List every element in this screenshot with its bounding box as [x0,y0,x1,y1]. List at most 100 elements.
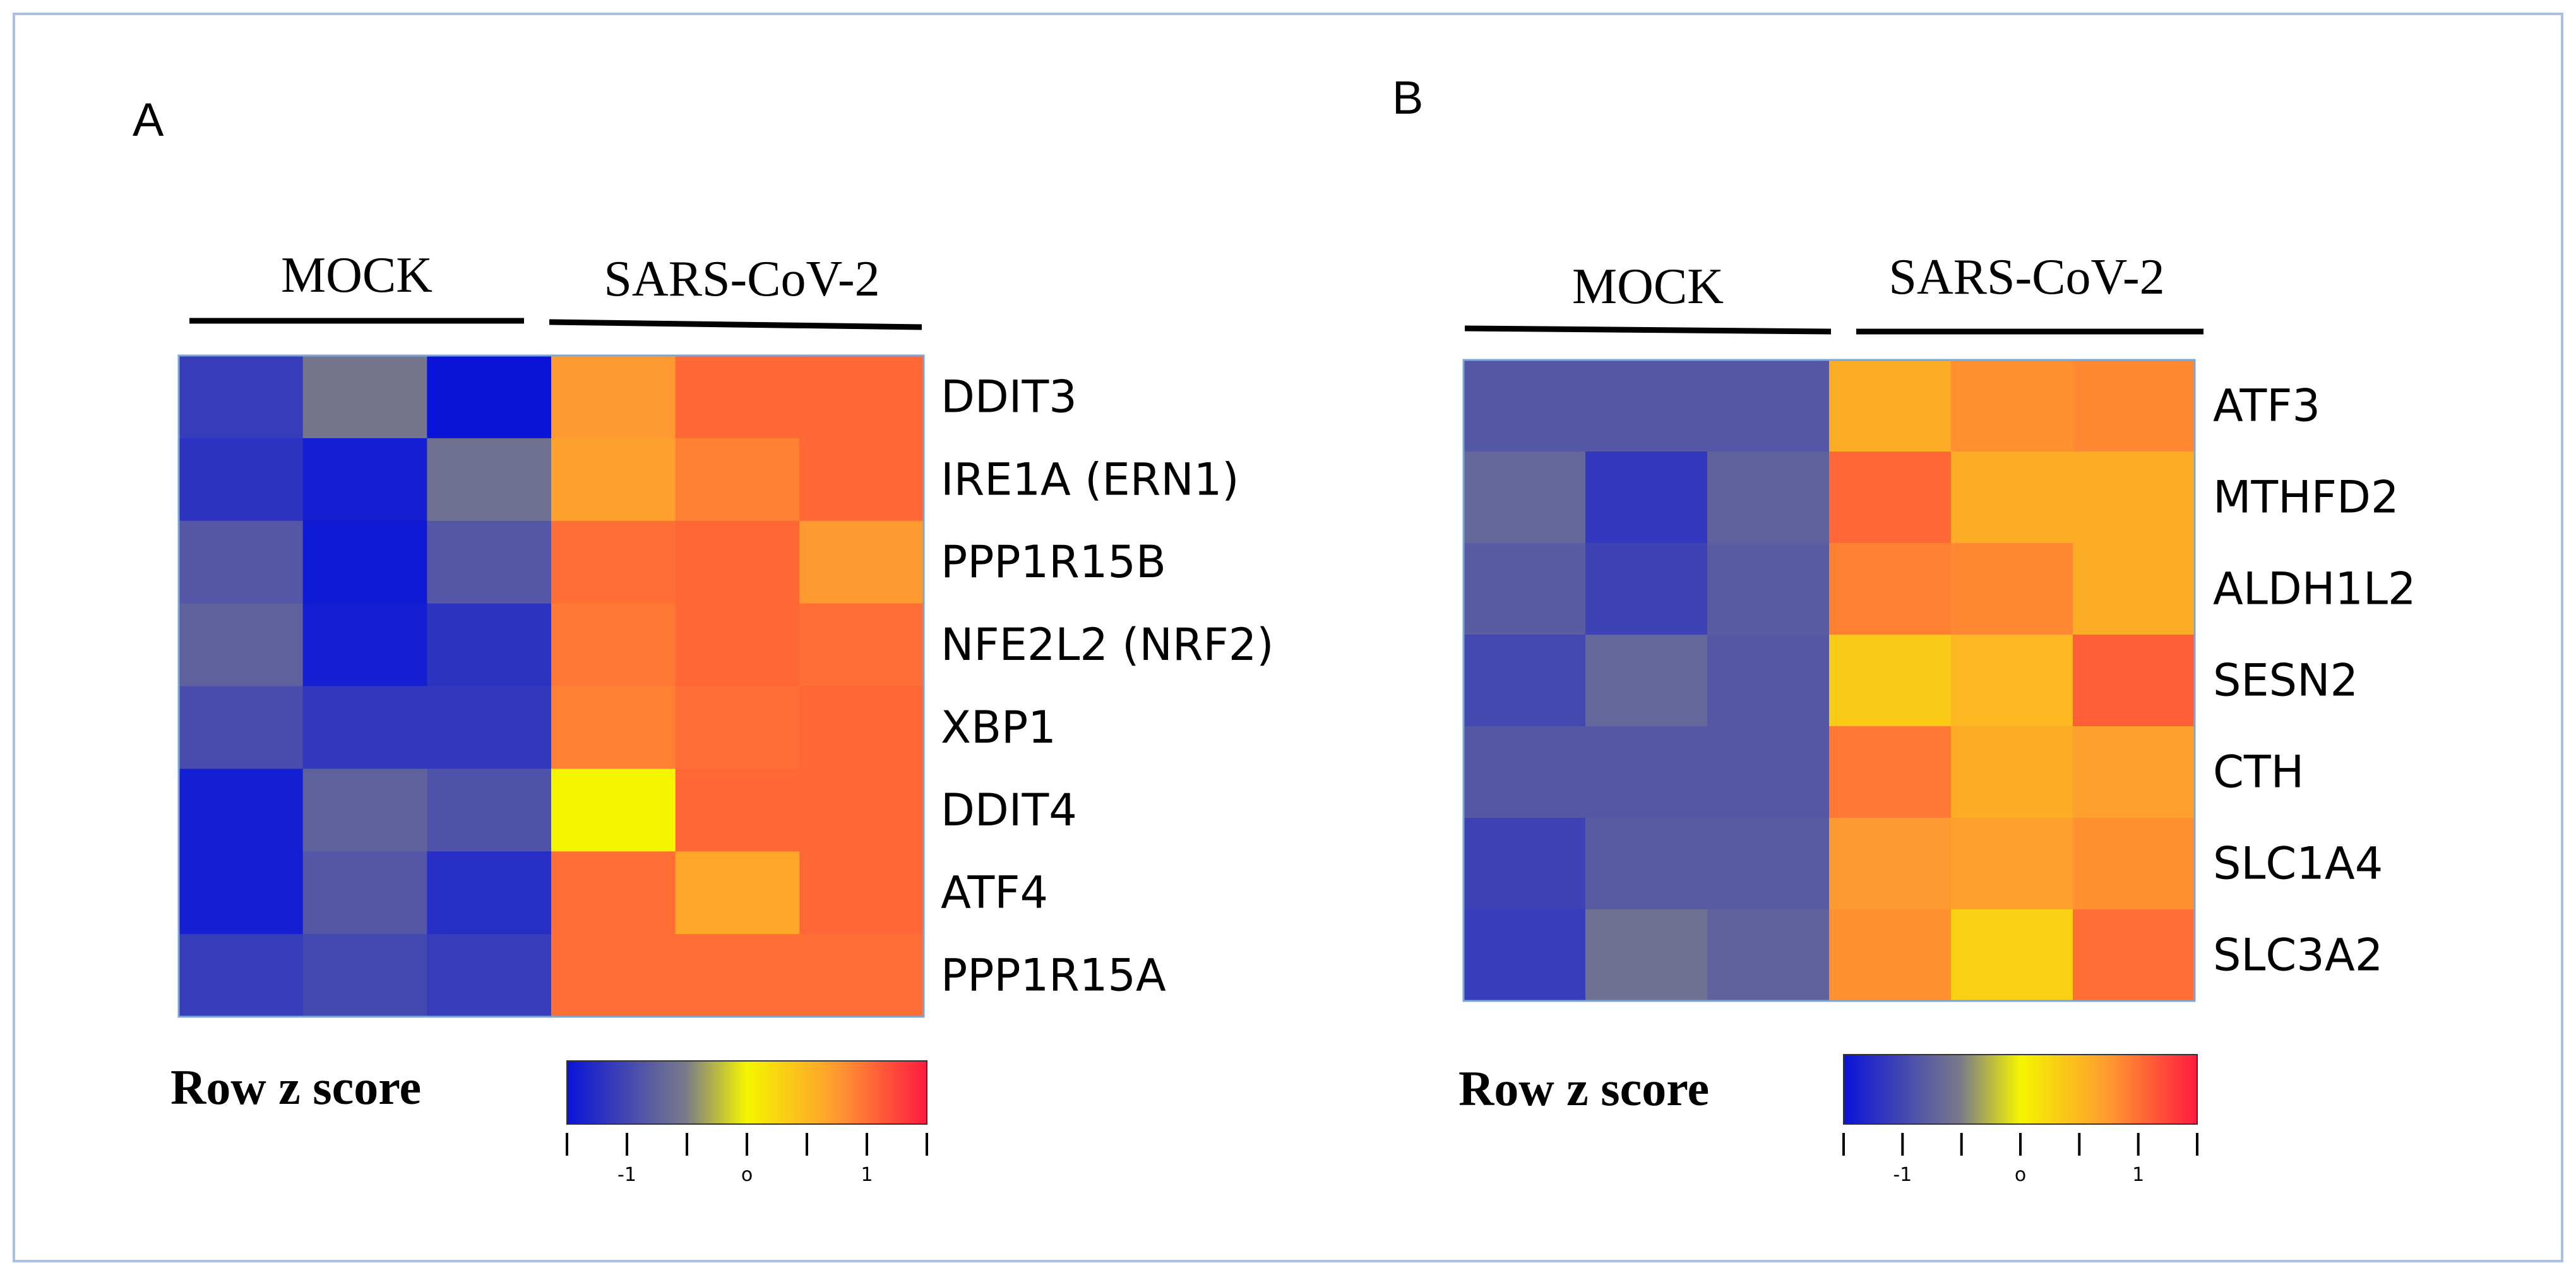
panel-a-cell-r6-c5 [799,851,924,935]
panel-b-cell-r3-c3 [1829,635,1952,727]
panel-a-cell-r0-c0 [179,356,304,439]
panel-a-cell-r4-c2 [427,686,552,769]
panel-a-cell-r2-c3 [551,520,676,604]
panel-b-cell-r6-c0 [1464,909,1586,1002]
panel-a-cell-r1-c3 [551,438,676,522]
panel-b-gene-label: ALDH1L2 [2213,563,2416,615]
panel-a-cell-r3-c1 [302,603,427,687]
panel-a-gene-label: ATF4 [941,867,1048,919]
panel-a-cell-r4-c5 [799,686,924,769]
panel-a-cell-r5-c3 [551,769,676,852]
panel-b-gene-label: SLC1A4 [2213,838,2383,890]
panel-b-cell-r3-c2 [1707,635,1830,727]
panel-b-cell-r0-c2 [1707,360,1830,452]
panel-a-cell-r6-c2 [427,851,552,935]
panel-b-cell-r4-c4 [1951,726,2073,818]
panel-b-cell-r2-c5 [2073,543,2195,635]
panel-a-heatmap-border [177,354,925,1018]
panel-a-cell-r3-c4 [675,603,800,687]
panel-b-cell-r0-c3 [1829,360,1952,452]
panel-b-colorbar-tick-label: 1 [2132,1164,2144,1186]
panel-a-cell-r6-c0 [179,851,304,935]
panel-b-cell-r2-c2 [1707,543,1830,635]
panel-a-cell-r7-c2 [427,934,552,1017]
panel-b-cell-r2-c1 [1585,543,1708,635]
panel-a-colorbar-ticks: -1 o 1 [566,1133,928,1186]
panel-b-cell-r2-c0 [1464,543,1586,635]
panel-a-gene-label: DDIT4 [941,784,1077,836]
panel-a-cell-r3-c0 [179,603,304,687]
panel-a-cell-r1-c5 [799,438,924,522]
panel-a-cell-r5-c0 [179,769,304,852]
panel-b-cell-r1-c1 [1585,452,1708,544]
panel-b-gene-label: SESN2 [2213,655,2358,707]
panel-b-gene-label: MTHFD2 [2213,472,2399,524]
panel-b-cell-r2-c3 [1829,543,1952,635]
panel-a-cell-r1-c1 [302,438,427,522]
panel-a-cell-r1-c2 [427,438,552,522]
panel-b-colorbar-tick-label: -1 [1893,1164,1912,1186]
panel-a-cell-r2-c4 [675,520,800,604]
panel-b-colorbar-ticks: -1 o 1 [1842,1133,2198,1186]
panel-a-cell-r5-c5 [799,769,924,852]
panel-a-cell-r7-c3 [551,934,676,1017]
panel-a-gene-label: XBP1 [941,702,1056,753]
panel-b-heatmap [1462,359,2196,1002]
panel-a-cell-r7-c1 [302,934,427,1017]
panel-a-colorbar-tick-label: o [741,1164,753,1186]
panel-a-cell-r2-c0 [179,520,304,604]
panel-a-cell-r7-c0 [179,934,304,1017]
panel-b: B MOCK SARS-CoV-2 ATF3 MTHFD2 ALDH1L2 SESN2… [1392,71,2416,1186]
panel-b-cell-r1-c4 [1951,452,2073,544]
panel-b-colorbar [1843,1054,2198,1125]
panel-b-cell-r6-c5 [2073,909,2195,1002]
panel-b-heatmap-border [1462,359,2196,1002]
panel-b-gene-label: SLC3A2 [2213,930,2383,981]
panel-a-cell-r2-c1 [302,520,427,604]
panel-b-cell-r6-c2 [1707,909,1830,1002]
panel-a-cell-r5-c4 [675,769,800,852]
panel-b-letter: B [1392,71,1423,124]
panel-a-cell-r0-c4 [675,356,800,439]
panel-a-cell-r1-c4 [675,438,800,522]
panel-b-cell-r5-c3 [1829,818,1952,910]
panel-a-cell-r4-c0 [179,686,304,769]
panel-a-cell-r3-c5 [799,603,924,687]
panel-a-cell-r2-c5 [799,520,924,604]
panel-b-cell-r0-c1 [1585,360,1708,452]
panel-a-cell-r3-c2 [427,603,552,687]
panel-a-cell-r0-c1 [302,356,427,439]
panel-a-cell-r6-c3 [551,851,676,935]
panel-b-cell-r4-c3 [1829,726,1952,818]
panel-a-cell-r0-c3 [551,356,676,439]
panel-b-cell-r5-c4 [1951,818,2073,910]
panel-a-cell-r7-c4 [675,934,800,1017]
panel-a-cell-r1-c0 [179,438,304,522]
panel-b-cell-r3-c4 [1951,635,2073,727]
panel-b-cell-r0-c4 [1951,360,2073,452]
panel-b-cell-r6-c4 [1951,909,2073,1002]
panel-b-gene-label: ATF3 [2213,380,2320,432]
panel-b-mock-bar [1464,325,1832,335]
panel-b-cell-r0-c0 [1464,360,1586,452]
panel-b-cell-r1-c0 [1464,452,1586,544]
panel-b-gene-labels: ATF3 MTHFD2 ALDH1L2 SESN2 CTH SLC1A4 SLC3A2 [2213,380,2416,981]
panel-a-colorbar [566,1060,927,1125]
panel-a-cell-r0-c2 [427,356,552,439]
panel-a: A MOCK SARS-CoV-2 DDIT3 IRE1A (ERN1) PPP1R… [133,93,1274,1186]
panel-b-cell-r5-c0 [1464,818,1586,910]
panel-a-sars-label: SARS-CoV-2 [604,251,880,307]
panel-a-sars-bar [549,319,922,330]
panel-b-colorbar-tick-label: o [2015,1164,2026,1186]
panel-b-cell-r4-c0 [1464,726,1586,818]
panel-b-cell-r5-c5 [2073,818,2195,910]
panel-a-gene-label: NFE2L2 (NRF2) [941,619,1274,671]
panel-a-cell-r5-c1 [302,769,427,852]
panel-b-cell-r3-c5 [2073,635,2195,727]
panel-a-cell-r3-c3 [551,603,676,687]
panel-a-heatmap [177,354,925,1018]
panel-b-cell-r1-c2 [1707,452,1830,544]
panel-b-mock-label: MOCK [1572,259,1724,314]
panel-b-cell-r4-c2 [1707,726,1830,818]
